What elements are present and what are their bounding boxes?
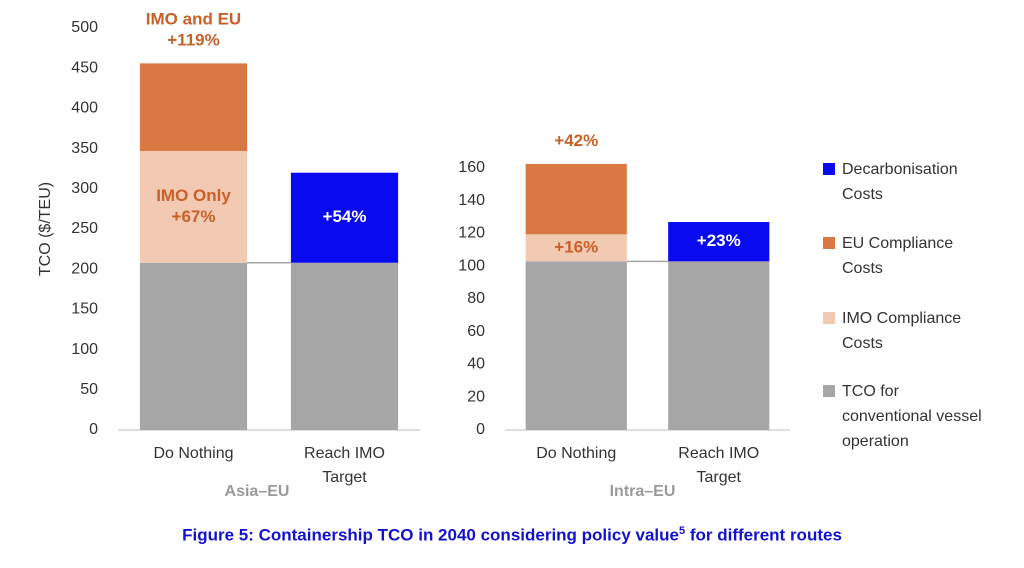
annotation: +119% [167,30,219,49]
y-tick-label: 80 [467,290,485,307]
y-tick-label: 100 [458,257,485,274]
caption-text: Figure 5: Containership TCO in 2040 cons… [182,525,679,545]
bar-segment [525,234,627,262]
legend-swatch [823,312,835,324]
y-tick-label: 160 [458,159,485,176]
legend-label: Decarbonisation Costs [842,161,958,203]
annotation: +42% [554,131,598,150]
annotation: +16% [554,237,598,256]
y-tick-label: 500 [71,19,98,36]
legend-swatch [823,237,835,249]
y-tick-label: 50 [80,381,98,398]
y-tick-label: 20 [467,388,485,405]
caption-text: for different routes [685,525,842,545]
y-tick-label: 300 [71,180,98,197]
legend-label: EU Compliance Costs [842,235,954,277]
x-tick-label: Reach IMO Target [304,445,385,486]
y-tick-label: 120 [458,225,485,242]
y-tick-label: 400 [71,100,98,117]
caption: Figure 5: Containership TCO in 2040 cons… [0,525,1024,546]
bar-segment [668,222,770,262]
bar-segment [139,151,248,263]
caption-superscript: 5 [678,525,686,537]
annotation: +54% [323,207,367,226]
y-tick-label: 150 [71,301,98,318]
group-label: Asia–EU [225,483,290,500]
y-tick-label: 40 [467,356,485,373]
y-tick-label: 350 [71,140,98,157]
annotation: IMO and EU [146,9,241,28]
annotation: +23% [697,231,741,250]
y-tick-label: 140 [458,192,485,209]
annotation: +67% [172,207,216,226]
legend-swatch [823,385,835,397]
bar-segment [525,163,627,235]
bar-segment [290,262,399,430]
legend-label: TCO for conventional vessel operation [842,383,982,450]
bar-segment [290,172,399,263]
x-tick-label: Reach IMO Target [678,445,760,486]
y-tick-label: 450 [71,59,98,76]
group-label: Intra–EU [610,483,676,500]
x-tick-label: Do Nothing [536,445,617,462]
bar-segment [139,262,248,430]
legend-label: IMO Compliance Costs [842,310,962,352]
x-tick-label: Do Nothing [153,445,234,462]
annotation: IMO Only [156,186,231,205]
y-tick-label: 0 [476,421,485,438]
legend-swatch [823,163,835,175]
bar-segment [139,63,248,152]
y-tick-label: 250 [71,220,98,237]
y-axis-title: TCO ($/TEU) [37,182,54,276]
bar-segment [668,261,770,430]
y-tick-label: 0 [89,421,98,438]
y-tick-label: 200 [71,260,98,277]
y-tick-label: 60 [467,323,485,340]
bar-segment [525,261,627,430]
y-tick-label: 100 [71,341,98,358]
